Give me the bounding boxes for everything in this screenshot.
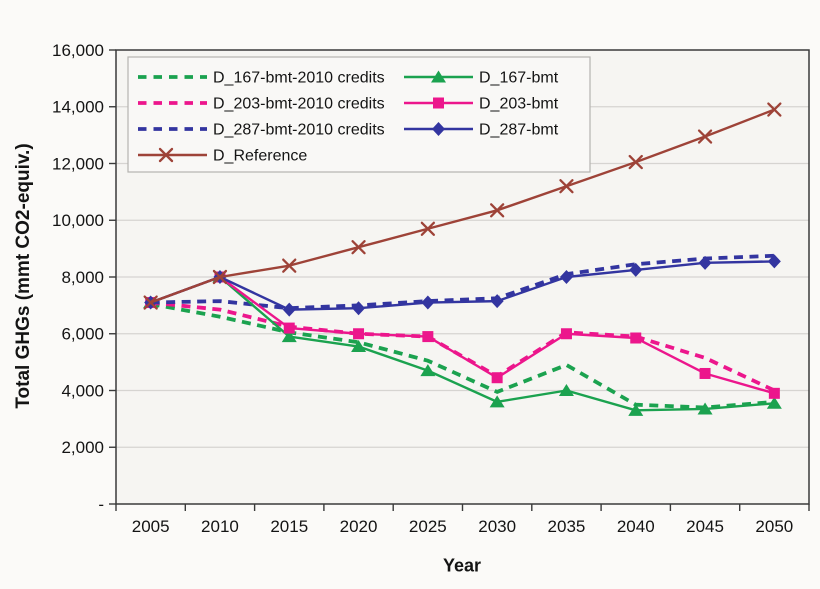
series-line bbox=[150, 302, 775, 410]
square-marker bbox=[768, 387, 780, 399]
x-marker bbox=[628, 154, 643, 170]
diamond-marker bbox=[490, 294, 504, 309]
triangle-marker bbox=[431, 70, 446, 83]
x-tick-label: 2040 bbox=[617, 517, 655, 536]
plot-border bbox=[115, 49, 810, 505]
square-marker bbox=[283, 322, 295, 334]
square-marker bbox=[422, 331, 434, 343]
x-marker bbox=[282, 258, 297, 273]
legend-entry: D_167-bmt-2010 credits bbox=[138, 70, 385, 87]
x-marker bbox=[351, 240, 366, 255]
y-tick-label: 16,000 bbox=[52, 41, 104, 60]
legend-label: D_287-bmt bbox=[479, 122, 559, 139]
y-tick-label: 2,000 bbox=[61, 438, 104, 457]
series-line bbox=[150, 300, 776, 393]
x-marker bbox=[489, 203, 505, 218]
legend-label: D_203-bmt bbox=[479, 96, 559, 113]
triangle-marker bbox=[489, 395, 505, 408]
y-tick-label: 6,000 bbox=[61, 325, 104, 344]
x-tick-label: 2015 bbox=[270, 517, 308, 536]
square-marker bbox=[560, 328, 572, 340]
diamond-marker bbox=[767, 254, 781, 269]
x-tick-label: 2050 bbox=[755, 517, 793, 536]
series-line bbox=[150, 253, 775, 311]
x-marker bbox=[212, 269, 228, 285]
legend-label: D_167-bmt bbox=[479, 70, 559, 87]
legend-entry: D_287-bmt-2010 credits bbox=[138, 122, 385, 139]
diamond-marker bbox=[432, 122, 445, 136]
y-tick-label: 10,000 bbox=[52, 211, 104, 230]
x-marker bbox=[697, 129, 713, 144]
triangle-marker bbox=[351, 340, 367, 353]
y-tick-label: 4,000 bbox=[61, 381, 104, 400]
x-marker bbox=[420, 221, 436, 236]
x-marker bbox=[767, 102, 782, 117]
series-d-287-bmt-2010-credits bbox=[150, 253, 775, 311]
x-tick-label: 2010 bbox=[201, 517, 239, 536]
triangle-marker bbox=[281, 330, 297, 343]
y-tick-label: 14,000 bbox=[52, 98, 104, 117]
x-axis-title: Year bbox=[442, 555, 482, 576]
series-line bbox=[150, 260, 775, 311]
triangle-marker bbox=[766, 396, 782, 409]
x-tick-label: 2025 bbox=[409, 517, 447, 536]
y-tick-label: - bbox=[98, 495, 104, 514]
triangle-marker bbox=[697, 402, 713, 415]
triangle-marker bbox=[558, 384, 574, 396]
legend-label: D_Reference bbox=[213, 148, 307, 165]
legend-label: D_287-bmt-2010 credits bbox=[213, 122, 385, 139]
legend-entry: D_Reference bbox=[138, 148, 307, 165]
x-tick-label: 2005 bbox=[132, 517, 170, 536]
square-marker bbox=[491, 372, 503, 384]
x-tick-label: 2020 bbox=[340, 517, 378, 536]
square-marker bbox=[353, 328, 365, 340]
diamond-marker bbox=[559, 270, 573, 284]
square-marker bbox=[699, 367, 711, 379]
y-axis: - 2,000 4,000 6,000 8,000 10,000 12,000 14,000 1… bbox=[52, 41, 116, 514]
triangle-marker bbox=[420, 364, 436, 377]
diamond-marker bbox=[698, 255, 712, 270]
series-d-203-bmt-2010-credits bbox=[150, 300, 776, 393]
x-marker bbox=[559, 179, 574, 194]
legend-label: D_203-bmt-2010 credits bbox=[213, 96, 385, 113]
square-marker bbox=[630, 332, 642, 344]
series-line bbox=[150, 275, 775, 412]
diamond-marker bbox=[629, 262, 643, 277]
series-line bbox=[150, 108, 775, 304]
triangle-marker bbox=[628, 403, 644, 416]
x-tick-label: 2030 bbox=[478, 517, 516, 536]
square-marker bbox=[433, 97, 444, 109]
legend-entry: D_203-bmt-2010 credits bbox=[138, 96, 385, 113]
diamond-marker bbox=[282, 302, 296, 317]
diamond-marker bbox=[421, 295, 435, 310]
x-axis: 2005 2010 2015 2020 2025 2030 2035 2040 2045 2050 bbox=[115, 504, 810, 536]
y-tick-label: 8,000 bbox=[61, 268, 104, 287]
legend: D_167-bmt-2010 credits D_167-bmt D_203-bmt… bbox=[127, 56, 591, 173]
y-tick-label: 12,000 bbox=[52, 154, 104, 173]
y-axis-title: Total GHGs (mmt CO2-equiv.) bbox=[13, 143, 34, 409]
x-marker bbox=[158, 147, 174, 163]
diamond-marker bbox=[352, 301, 366, 316]
x-marker bbox=[143, 295, 158, 310]
series-line bbox=[150, 275, 775, 395]
legend-entry: D_203-bmt bbox=[404, 96, 559, 113]
legend-entry: D_167-bmt bbox=[404, 70, 559, 87]
x-tick-label: 2045 bbox=[686, 517, 724, 536]
x-tick-label: 2035 bbox=[548, 517, 586, 536]
legend-entry: D_287-bmt bbox=[404, 122, 559, 139]
series-d-reference bbox=[143, 102, 782, 310]
legend-label: D_167-bmt-2010 credits bbox=[213, 70, 385, 87]
series-d-167-bmt-2010-credits bbox=[150, 302, 775, 410]
